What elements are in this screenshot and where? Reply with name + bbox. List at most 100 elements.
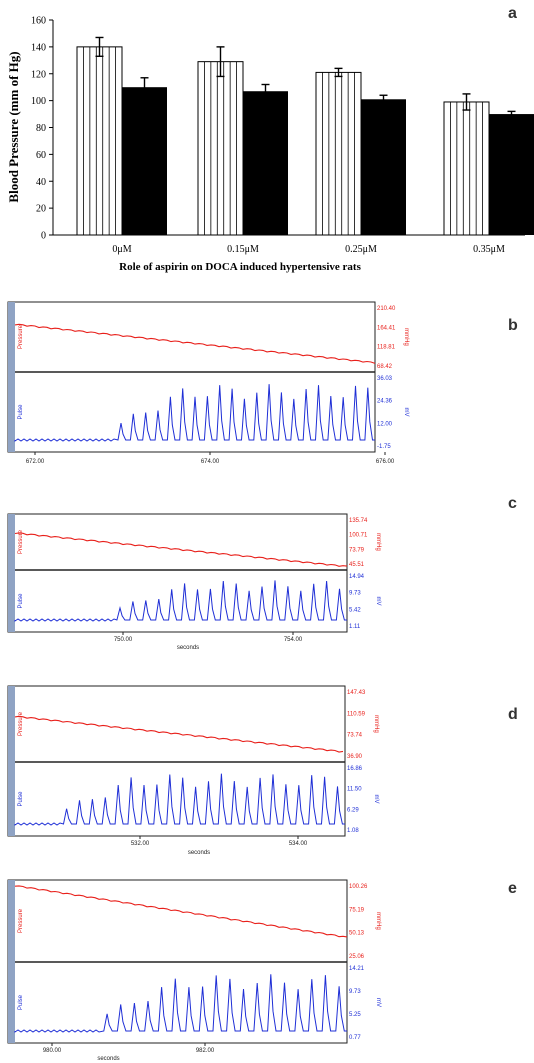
pressure-scale-tick-2: 118.81 bbox=[377, 345, 396, 351]
pressure-scale-tick-1: 100.71 bbox=[349, 533, 368, 539]
time-axis-label: seconds bbox=[188, 850, 210, 856]
time-tick-2: 676.00 bbox=[376, 459, 395, 465]
time-tick-1: 982.00 bbox=[196, 1048, 215, 1054]
y-tick-label-2: 40 bbox=[36, 177, 46, 188]
time-tick-1: 674.00 bbox=[201, 459, 220, 465]
trace-panel-d: d Pressure Pulse 147.43 110.59 73.74 36.90 16.8… bbox=[7, 685, 518, 856]
side-strip-top-d bbox=[8, 686, 15, 762]
bar-chart: Blood Pressure (mm of Hg) Role of aspiri… bbox=[6, 16, 534, 273]
unit-pulse: mV bbox=[373, 795, 379, 804]
trace-panel-c: c Pressure Pulse 135.74 100.71 73.79 45.51 14.9… bbox=[7, 495, 517, 651]
pulse-scale-tick-3: 1.08 bbox=[347, 828, 359, 834]
y-axis-title: Blood Pressure (mm of Hg) bbox=[6, 51, 21, 202]
channel-name-pulse: Pulse bbox=[18, 791, 24, 807]
pressure-scale-tick-1: 110.59 bbox=[347, 711, 366, 717]
time-tick-0: 980.00 bbox=[43, 1048, 62, 1054]
y-tick-label-0: 0 bbox=[41, 231, 46, 242]
pulse-scale-tick-1: 9.73 bbox=[349, 591, 361, 597]
pressure-scale-tick-0: 147.43 bbox=[347, 690, 366, 696]
bar-open-1 bbox=[197, 61, 244, 236]
panel-label-d: d bbox=[508, 706, 518, 723]
pulse-scale-tick-3: 1.11 bbox=[349, 624, 361, 630]
x-tick-label-2: 0.25μM bbox=[345, 244, 377, 255]
pulse-scale-tick-2: 12.00 bbox=[377, 421, 393, 427]
unit-pressure: mmHg bbox=[375, 533, 381, 551]
y-tick-label-4: 80 bbox=[36, 123, 46, 134]
time-tick-0: 750.00 bbox=[114, 637, 133, 643]
channel-name-pulse: Pulse bbox=[18, 593, 24, 609]
pulse-scale-tick-0: 14.21 bbox=[349, 966, 365, 972]
side-strip-top-c bbox=[8, 514, 15, 570]
bar-filled-3 bbox=[489, 114, 534, 235]
pressure-scale-tick-3: 25.06 bbox=[349, 954, 365, 960]
pressure-scale-tick-3: 45.51 bbox=[349, 562, 365, 568]
pulse-scale-tick-1: 24.36 bbox=[377, 399, 393, 405]
time-tick-0: 532.00 bbox=[131, 841, 150, 847]
pressure-scale-tick-3: 36.90 bbox=[347, 754, 363, 760]
pulse-scale-tick-1: 11.50 bbox=[347, 787, 362, 793]
pressure-scale-tick-0: 100.26 bbox=[349, 884, 368, 890]
pulse-trace-e bbox=[14, 974, 347, 1033]
trace-panel-b: b Pressure Pulse 210.40 164.41 118.81 68.42 36.… bbox=[7, 301, 518, 465]
y-tick-label-6: 120 bbox=[31, 69, 46, 80]
pressure-scale-tick-1: 75.19 bbox=[349, 907, 365, 913]
x-tick-label-3: 0.35μM bbox=[473, 244, 505, 255]
pulse-trace-c bbox=[14, 580, 347, 622]
pressure-scale-tick-2: 73.79 bbox=[349, 547, 365, 553]
time-axis-label: seconds bbox=[97, 1056, 119, 1062]
pressure-scale-tick-0: 135.74 bbox=[349, 518, 368, 524]
x-axis-title: Role of aspirin on DOCA induced hyperten… bbox=[119, 261, 361, 273]
bar-filled-2 bbox=[361, 99, 406, 235]
pressure-scale-tick-2: 73.74 bbox=[347, 733, 363, 739]
channel-name-pressure: Pressure bbox=[18, 529, 24, 554]
pulse-scale-tick-2: 6.29 bbox=[347, 807, 359, 813]
y-tick-label-8: 160 bbox=[31, 16, 46, 27]
bar-open-0 bbox=[76, 46, 123, 236]
channel-name-pulse: Pulse bbox=[18, 404, 24, 420]
pulse-scale-tick-2: 5.25 bbox=[349, 1012, 361, 1018]
pulse-scale-tick-2: 5.42 bbox=[349, 607, 361, 613]
panel-label-b: b bbox=[508, 317, 518, 334]
unit-pressure: mmHg bbox=[373, 715, 379, 733]
unit-pulse: mV bbox=[375, 998, 381, 1007]
pressure-scale-tick-3: 68.42 bbox=[377, 364, 393, 370]
unit-pulse: mV bbox=[403, 408, 409, 417]
x-tick-label-0: 0μM bbox=[112, 244, 131, 255]
pressure-scale-tick-1: 164.41 bbox=[377, 325, 396, 331]
y-tick-label-3: 60 bbox=[36, 150, 46, 161]
channel-name-pressure: Pressure bbox=[18, 711, 24, 736]
side-strip-bottom-c bbox=[8, 570, 15, 632]
time-tick-0: 672.00 bbox=[26, 459, 45, 465]
trace-panel-e: e Pressure Pulse 100.26 75.19 50.13 25.06 14.21… bbox=[7, 879, 517, 1062]
pressure-trace-e bbox=[14, 885, 348, 938]
panel-label-a: a bbox=[508, 5, 517, 22]
y-tick-label-1: 20 bbox=[36, 204, 46, 215]
panel-label-e: e bbox=[508, 880, 517, 897]
side-strip-top-b bbox=[8, 302, 15, 372]
pulse-trace-b bbox=[14, 384, 375, 442]
pulse-scale-tick-3: -1.75 bbox=[377, 444, 391, 450]
pulse-scale-tick-1: 9.73 bbox=[349, 989, 361, 995]
pressure-trace-b bbox=[14, 323, 376, 364]
bar-filled-1 bbox=[243, 91, 288, 235]
trace-frame-c bbox=[7, 513, 348, 633]
bar-open-3 bbox=[443, 101, 490, 236]
pressure-trace-c bbox=[14, 532, 348, 567]
pulse-scale-tick-0: 14.94 bbox=[349, 574, 365, 580]
bar-filled-0 bbox=[122, 87, 167, 235]
side-strip-bottom-b bbox=[8, 372, 15, 452]
time-tick-1: 534.00 bbox=[289, 841, 308, 847]
time-axis-label: seconds bbox=[177, 645, 199, 651]
unit-pulse: mV bbox=[375, 597, 381, 606]
pressure-scale-tick-0: 210.40 bbox=[377, 306, 396, 312]
side-strip-bottom-e bbox=[8, 962, 15, 1043]
channel-name-pulse: Pulse bbox=[18, 994, 24, 1010]
pulse-scale-tick-3: 0.77 bbox=[349, 1035, 361, 1041]
trace-frame-b bbox=[7, 301, 376, 453]
channel-name-pressure: Pressure bbox=[18, 324, 24, 349]
trace-frame-d bbox=[7, 685, 346, 837]
side-strip-top-e bbox=[8, 880, 15, 962]
side-strip-bottom-d bbox=[8, 762, 15, 836]
channel-name-pressure: Pressure bbox=[18, 908, 24, 933]
